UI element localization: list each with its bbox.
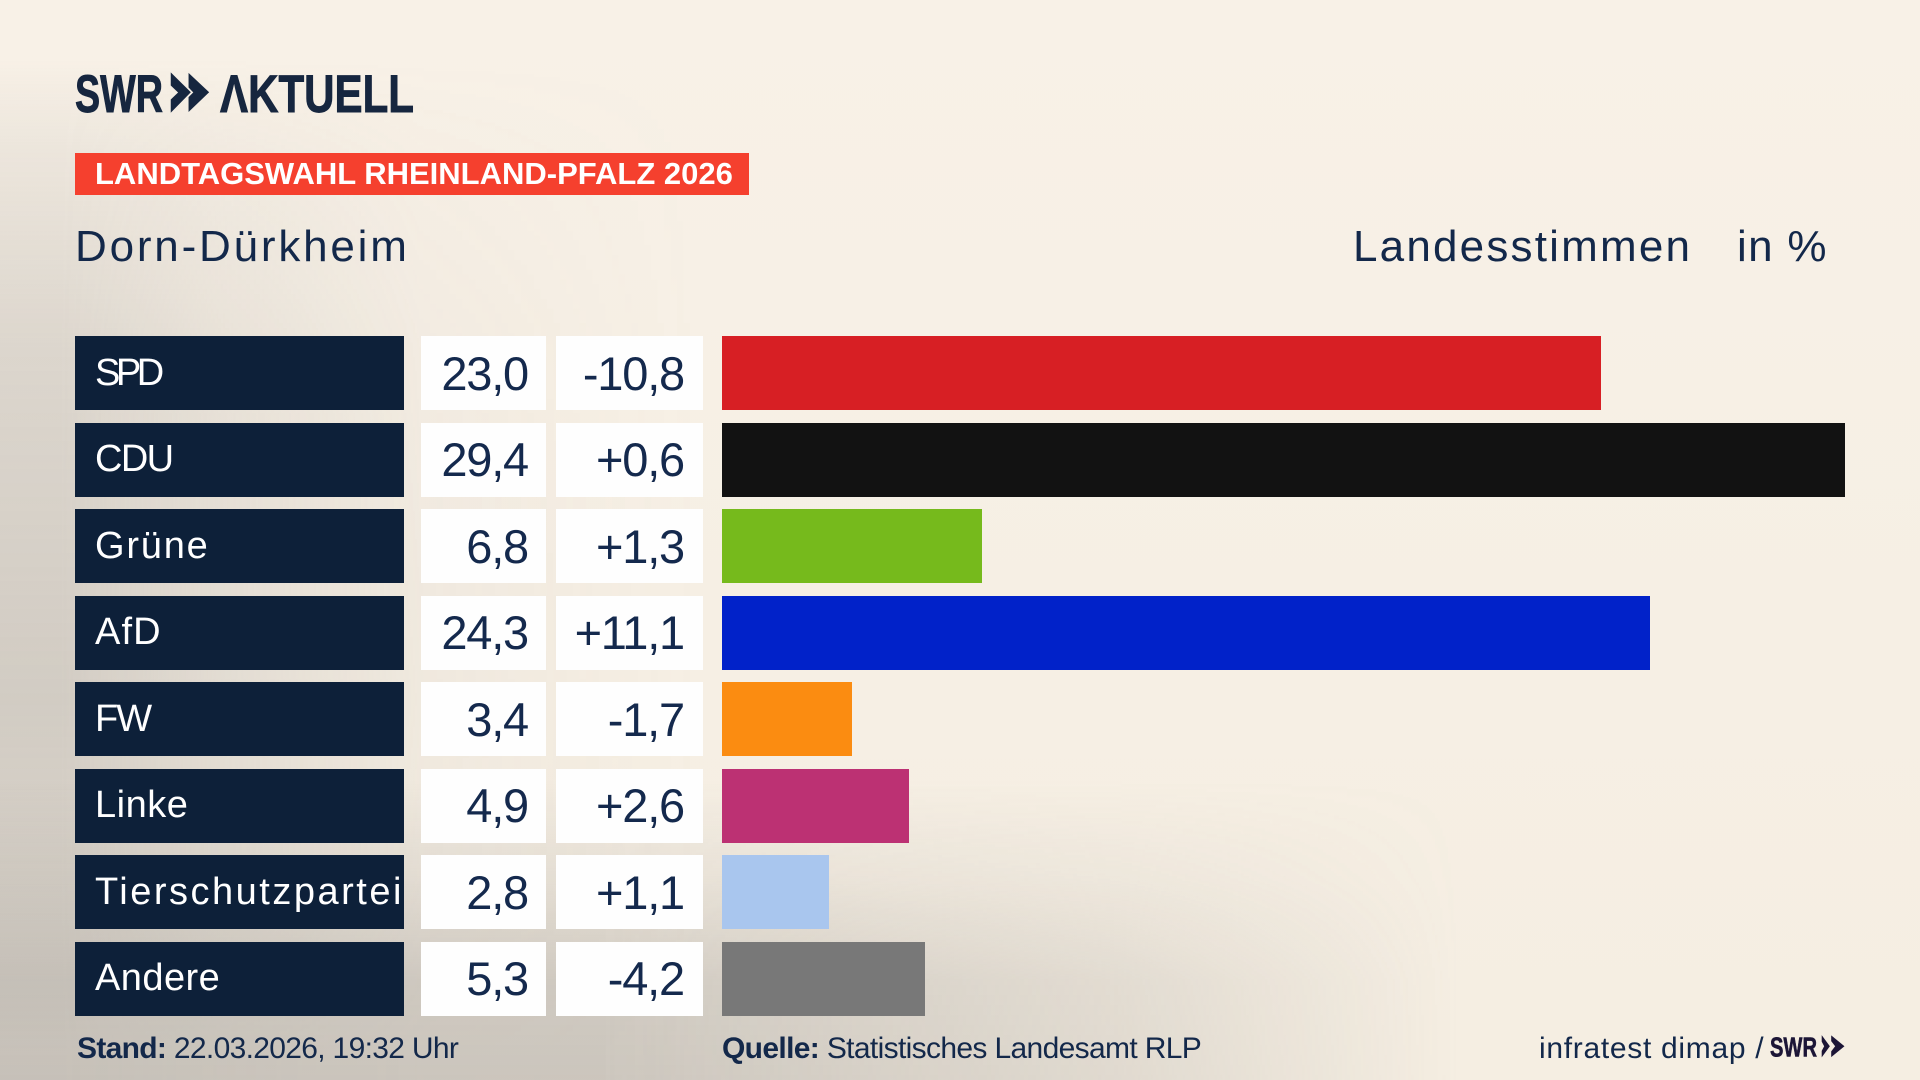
svg-text:ΛKTUELL: ΛKTUELL [220, 65, 414, 122]
svg-text:SWR: SWR [75, 65, 163, 122]
svg-text:SWR: SWR [1770, 1033, 1817, 1061]
